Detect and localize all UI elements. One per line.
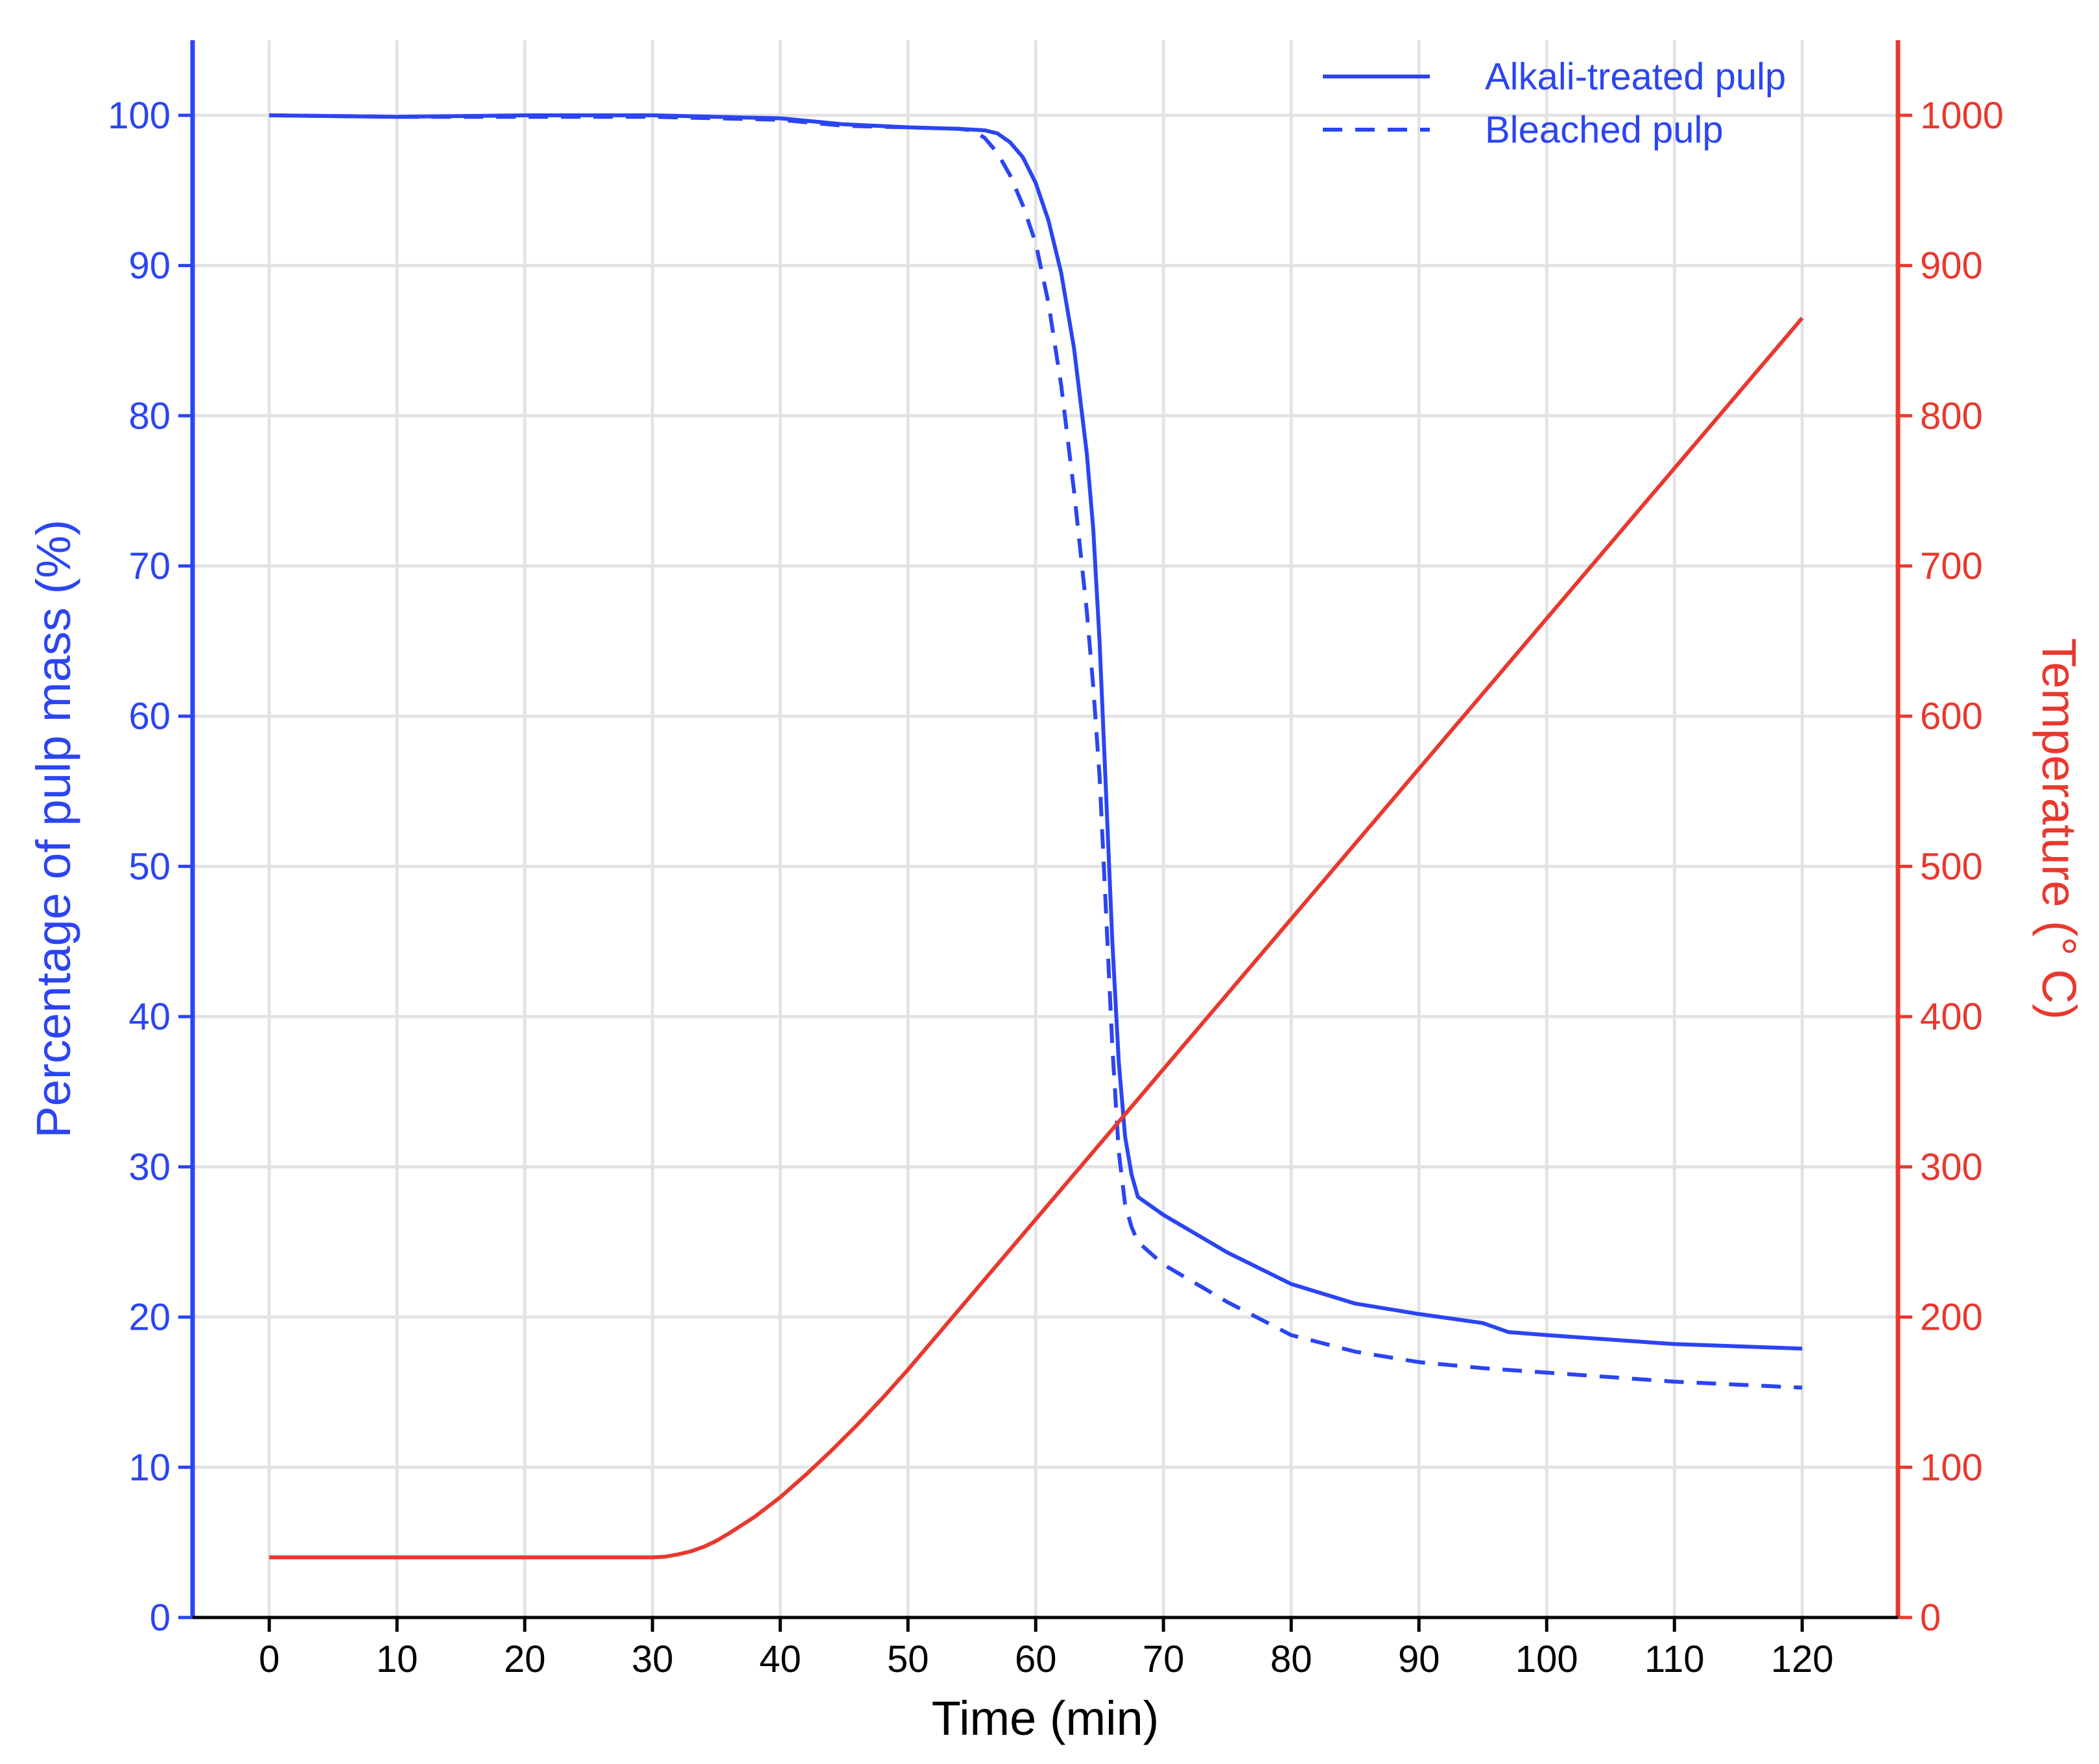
x-tick-label: 90 [1398,1638,1440,1680]
x-tick-label: 120 [1771,1638,1834,1680]
y-left-tick-label: 100 [108,95,171,137]
y-left-tick-label: 0 [150,1597,171,1639]
y-right-tick-label: 900 [1920,245,1983,287]
y-left-axis-title: Percentage of pulp mass (%) [27,519,80,1138]
y-right-tick-label: 200 [1920,1297,1983,1339]
x-tick-label: 100 [1515,1638,1578,1680]
y-left-tick-label: 60 [128,696,171,738]
x-tick-label: 0 [259,1638,279,1680]
x-tick-label: 60 [1015,1638,1057,1680]
x-tick-label: 110 [1644,1638,1704,1680]
y-left-tick-label: 70 [128,545,171,587]
tick-labels: 0 10 20 30 40 50 60 70 80 90 100 110 120 0 10 20 30 40 50 6… [108,95,2004,1680]
x-axis-title: Time (min) [932,1691,1159,1745]
series-group [269,113,1804,1560]
y-right-tick-label: 1000 [1920,95,2004,137]
x-tick-label: 70 [1143,1638,1185,1680]
series-line-bleached-pulp [269,113,1803,1390]
y-left-tick-label: 80 [128,395,171,437]
legend: Alkali-treated pulp Bleached pulp [1323,56,1786,151]
y-right-tick-label: 300 [1920,1146,1983,1188]
legend-label-alkali-treated-pulp: Alkali-treated pulp [1485,56,1786,98]
legend-label-bleached-pulp: Bleached pulp [1485,109,1724,151]
y-right-tick-label: 800 [1920,395,1983,437]
y-left-tick-label: 90 [128,245,171,287]
y-right-tick-label: 0 [1920,1597,1941,1639]
y-right-tick-label: 600 [1920,696,1983,738]
y-left-tick-label: 10 [128,1446,171,1488]
x-tick-label: 30 [632,1638,674,1680]
x-tick-label: 80 [1270,1638,1312,1680]
y-left-tick-label: 40 [128,996,171,1038]
y-left-tick-label: 30 [128,1146,171,1188]
y-right-axis-title: Temperature (° C) [2032,638,2086,1020]
y-left-tick-label: 50 [128,845,171,888]
x-tick-label: 50 [887,1638,929,1680]
series-line-temperature [269,316,1804,1560]
y-right-tick-label: 700 [1920,545,1983,587]
y-right-tick-label: 500 [1920,845,1983,888]
axes [178,40,1912,1632]
x-tick-label: 20 [504,1638,546,1680]
x-tick-label: 40 [759,1638,801,1680]
x-tick-label: 10 [376,1638,418,1680]
y-right-tick-label: 100 [1920,1446,1983,1488]
y-left-tick-label: 20 [128,1297,171,1339]
y-right-tick-label: 400 [1920,996,1983,1038]
